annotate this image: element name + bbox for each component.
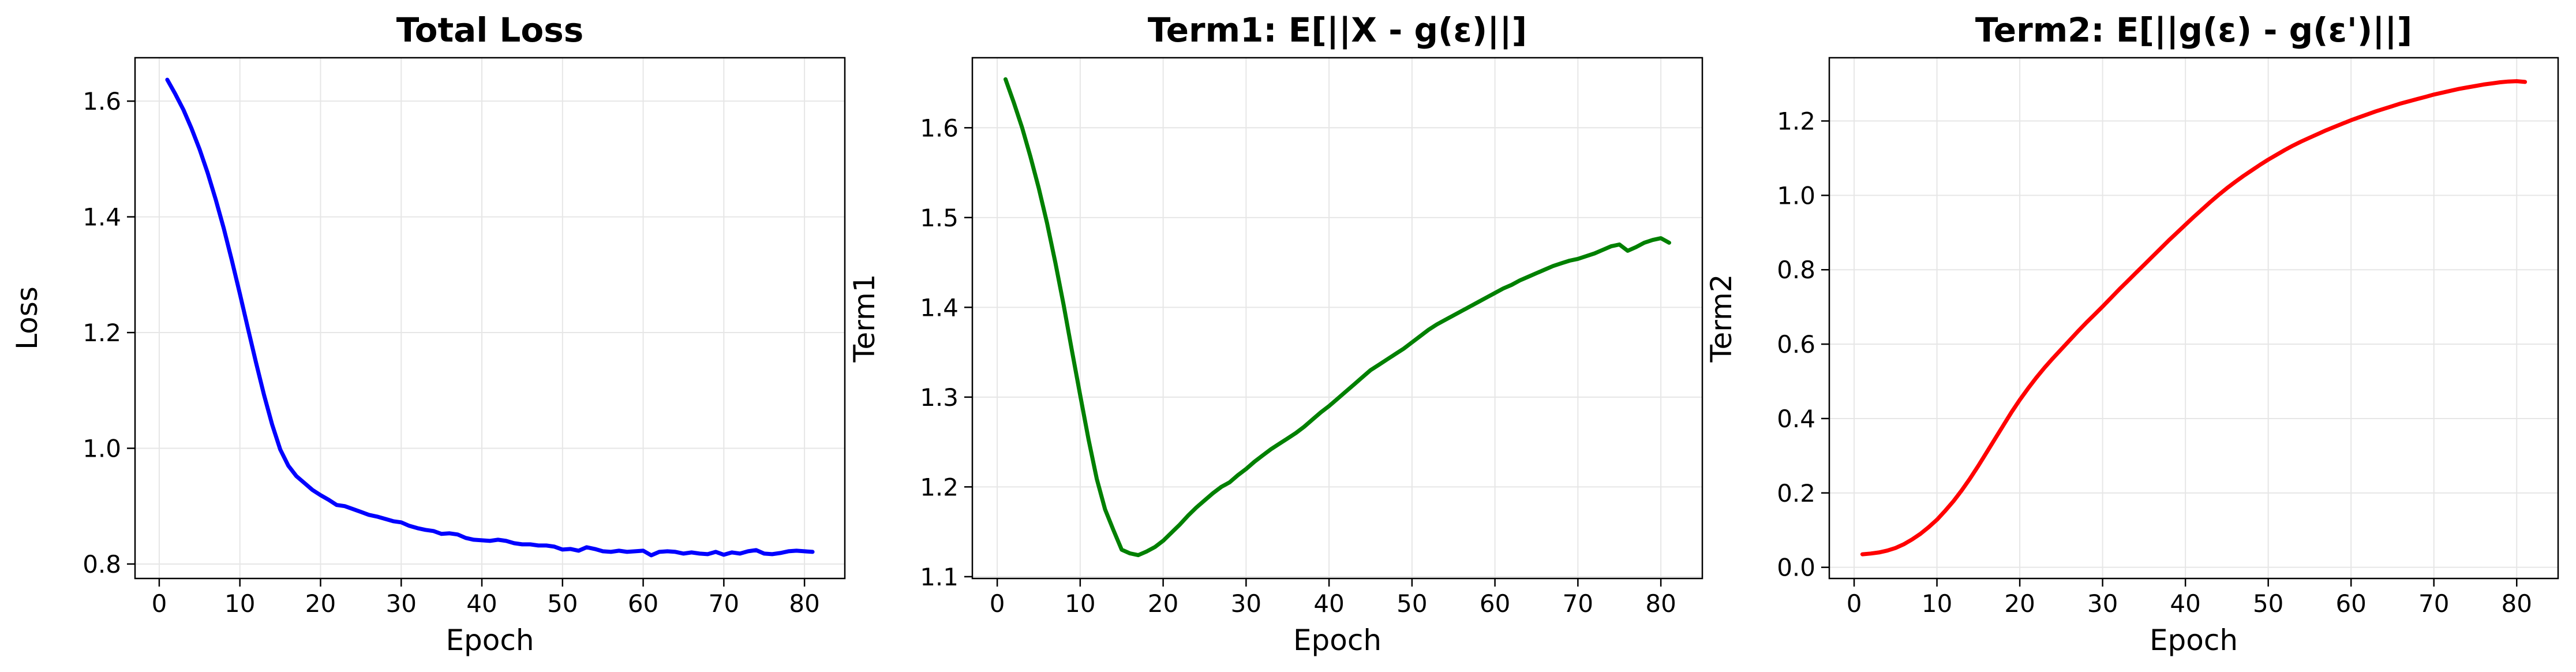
x-tick-label: 20 — [305, 589, 336, 618]
x-tick-label: 60 — [1480, 589, 1510, 618]
y-tick-label: 1.0 — [1777, 181, 1815, 210]
y-tick-label: 1.6 — [83, 87, 121, 115]
x-tick-label: 70 — [709, 589, 739, 618]
x-tick-label: 70 — [1563, 589, 1593, 618]
y-tick-label: 1.1 — [920, 563, 958, 591]
x-tick-label: 50 — [1396, 589, 1427, 618]
x-tick-label: 0 — [990, 589, 1005, 618]
x-tick-label: 70 — [2418, 589, 2449, 618]
series-line — [1004, 77, 1671, 558]
y-tick-label: 0.6 — [1777, 330, 1815, 359]
y-tick-label: 1.2 — [920, 473, 958, 501]
y-tick-label: 0.4 — [1777, 405, 1815, 433]
x-axis-label: Epoch — [2150, 624, 2238, 657]
x-tick-label: 60 — [628, 589, 658, 618]
y-axis-label: Term1 — [848, 274, 881, 363]
x-tick-label: 0 — [1847, 589, 1862, 618]
y-tick-label: 1.4 — [83, 203, 121, 232]
y-tick-label: 1.0 — [83, 435, 121, 463]
y-tick-label: 1.6 — [920, 114, 958, 142]
x-tick-label: 40 — [466, 589, 497, 618]
x-tick-label: 10 — [1065, 589, 1095, 618]
x-tick-label: 80 — [2502, 589, 2532, 618]
x-tick-label: 0 — [152, 589, 167, 618]
chart-title: Total Loss — [396, 10, 584, 50]
x-tick-label: 40 — [1313, 589, 1344, 618]
y-tick-label: 1.4 — [920, 293, 958, 322]
chart-title: Term1: E[||X - g(ε)||] — [1148, 10, 1527, 50]
x-tick-label: 20 — [2004, 589, 2035, 618]
x-tick-label: 80 — [1645, 589, 1676, 618]
series-line — [1860, 79, 2528, 557]
x-tick-label: 10 — [1922, 589, 1952, 618]
x-tick-label: 50 — [2253, 589, 2283, 618]
x-axis-label: Epoch — [1293, 624, 1381, 657]
plot-frame — [134, 57, 846, 580]
y-tick-label: 1.2 — [1777, 107, 1815, 136]
y-tick-label: 0.0 — [1777, 554, 1815, 582]
x-tick-label: 40 — [2170, 589, 2200, 618]
x-tick-label: 30 — [1231, 589, 1261, 618]
y-tick-label: 1.3 — [920, 383, 958, 412]
x-tick-label: 80 — [789, 589, 819, 618]
series-line — [165, 77, 815, 558]
x-tick-label: 60 — [2335, 589, 2366, 618]
x-axis-label: Epoch — [445, 624, 534, 657]
y-axis-label: Term2 — [1705, 274, 1738, 363]
y-axis-label: Loss — [10, 286, 44, 350]
plot-frame — [1828, 57, 2559, 580]
plot-frame — [971, 57, 1703, 580]
y-tick-label: 0.8 — [1777, 256, 1815, 284]
y-tick-label: 1.2 — [83, 319, 121, 347]
x-tick-label: 30 — [2087, 589, 2118, 618]
y-tick-label: 0.8 — [83, 550, 121, 578]
y-tick-label: 0.2 — [1777, 479, 1815, 507]
x-tick-label: 30 — [386, 589, 417, 618]
x-tick-label: 10 — [224, 589, 255, 618]
y-tick-label: 1.5 — [920, 204, 958, 232]
x-tick-label: 50 — [547, 589, 578, 618]
chart-title: Term2: E[||g(ε) - g(ε')||] — [1975, 10, 2412, 50]
x-tick-label: 20 — [1148, 589, 1178, 618]
